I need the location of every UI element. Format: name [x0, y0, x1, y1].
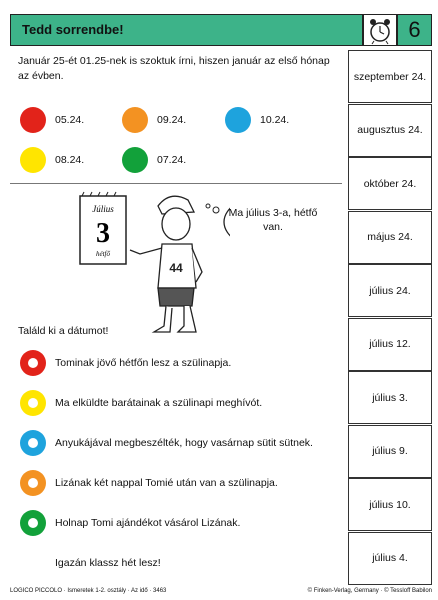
color-dot: [122, 107, 148, 133]
color-ring: [20, 390, 46, 416]
answer-box: július 12.: [348, 317, 432, 371]
color-ring: [20, 470, 46, 496]
color-dot: [225, 107, 251, 133]
color-ring: [20, 350, 46, 376]
footer-right: © Finken-Verlag, Germany · © Tessloff Ba…: [307, 588, 432, 594]
calendar-month: Július: [92, 204, 114, 214]
statement: Holnap Tomi ajándékot vásárol Lizának.: [55, 517, 241, 529]
answer-box: július 3.: [348, 371, 432, 424]
divider: [10, 183, 342, 184]
answer-box: október 24.: [348, 157, 432, 210]
calendar-day: 3: [96, 218, 110, 249]
date-code: 08.24.: [55, 154, 85, 166]
page-number: 6: [397, 14, 432, 46]
date-code: 09.24.: [157, 114, 187, 126]
answer-box: július 9.: [348, 424, 432, 478]
footer-left: LOGICO PICCOLO · Ismeretek 1-2. osztály …: [10, 588, 167, 594]
speech-text: Ma július 3-a, hétfő van.: [228, 207, 318, 233]
intro-text: Január 25-ét 01.25-nek is szoktuk írni, …: [18, 55, 330, 82]
statement: Tominak jövő hétfőn lesz a szülinapja.: [55, 357, 232, 369]
answer-box: augusztus 24.: [348, 103, 432, 157]
statement: Ma elküldte barátainak a szülinapi meghí…: [55, 397, 263, 409]
answer-box: szeptember 24.: [348, 50, 432, 103]
answer-box: július 4.: [348, 531, 432, 585]
answer-box: május 24.: [348, 210, 432, 264]
statement: Anyukájával megbeszélték, hogy vasárnap …: [55, 437, 313, 449]
calendar-weekday: hétfő: [96, 250, 110, 258]
clock-box: [363, 14, 397, 46]
clock-icon: [370, 19, 390, 45]
answer-box: július 10.: [348, 478, 432, 531]
header-bar: [10, 14, 363, 46]
date-code: 07.24.: [157, 154, 187, 166]
closing-text: Igazán klassz hét lesz!: [55, 557, 161, 569]
statement: Lizának két nappal Tomié után van a szül…: [55, 477, 278, 489]
svg-text:44: 44: [169, 261, 183, 275]
color-dot: [20, 147, 46, 173]
color-ring: [20, 430, 46, 456]
date-code: 05.24.: [55, 114, 85, 126]
color-dot: [20, 107, 46, 133]
answer-box: július 24.: [348, 264, 432, 317]
illustration: Július 3 hétfő 44: [79, 191, 230, 333]
color-ring: [20, 510, 46, 536]
date-code: 10.24.: [260, 114, 290, 126]
title: Tedd sorrendbe!: [22, 22, 124, 37]
color-dot: [122, 147, 148, 173]
task-text: Találd ki a dátumot!: [18, 325, 109, 337]
